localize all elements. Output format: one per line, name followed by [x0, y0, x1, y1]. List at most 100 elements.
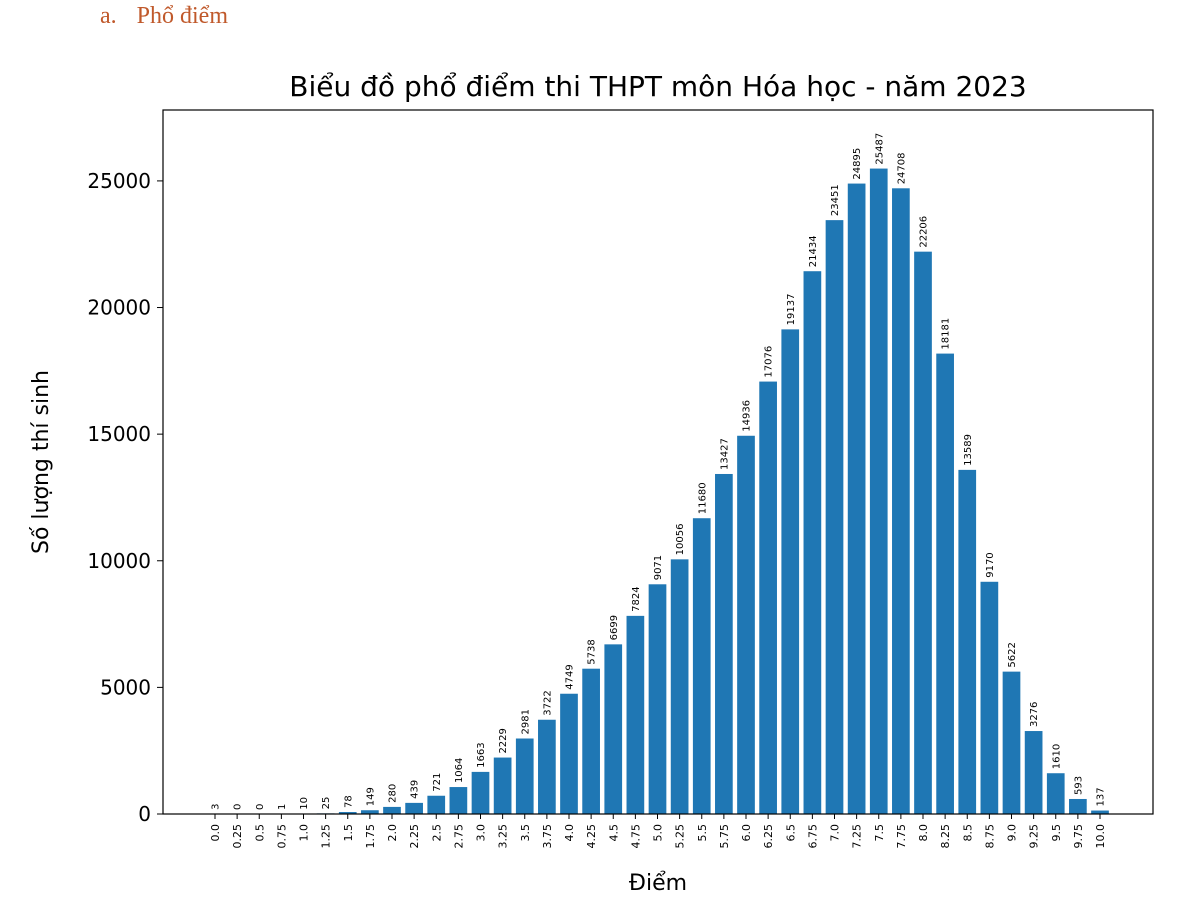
x-tick-label: 7.5: [873, 824, 886, 842]
bar-6.75: [803, 271, 822, 814]
x-tick-label: 0.25: [231, 824, 244, 849]
bar-9.75: [1069, 798, 1087, 814]
bar-3.0: [471, 771, 490, 814]
x-tick-label: 5.75: [718, 824, 731, 849]
bar-2.75: [449, 787, 468, 814]
data-labels-group: 3 0 0 1 10 25 78 149 280 439 721 1064 1663 2229 2981 37…: [211, 133, 1107, 810]
data-label-4.5: 6699: [609, 615, 620, 640]
bar-1.75: [361, 810, 379, 814]
data-label-5.25: 10056: [675, 524, 686, 556]
x-tick-label: 9.25: [1028, 824, 1041, 849]
data-label-10.0: 137: [1096, 787, 1107, 806]
x-tick-label: 2.0: [386, 824, 399, 842]
bar-9.25: [1024, 731, 1043, 814]
x-tick-label: 9.75: [1072, 824, 1085, 849]
bar-6.5: [781, 329, 800, 814]
bar-6.25: [759, 381, 777, 814]
x-tick-label: 1.0: [298, 824, 311, 842]
x-tick-label: 8.5: [961, 824, 974, 842]
data-label-5.5: 11680: [697, 482, 708, 514]
x-ticks-group: 0.0 0.25 0.5 0.75 1.0 1.25 1.5 1.75 2.0 2.25 2.5 2.…: [209, 814, 1107, 849]
y-tick-label: 0: [138, 802, 151, 826]
plot-frame: [162, 109, 1154, 815]
data-label-2.0: 280: [388, 784, 399, 803]
data-label-1.5: 78: [343, 795, 354, 808]
x-tick-label: 1.75: [364, 824, 377, 849]
data-label-0.5: 0: [255, 804, 266, 810]
data-label-5.75: 13427: [719, 438, 730, 470]
x-tick-label: 10.0: [1094, 824, 1107, 849]
data-label-9.0: 5622: [1007, 642, 1018, 667]
x-tick-label: 5.25: [674, 824, 687, 849]
data-label-4.75: 7824: [631, 586, 642, 611]
x-tick-label: 0.5: [253, 824, 266, 842]
bar-9.5: [1046, 773, 1065, 814]
x-tick-label: 7.0: [829, 824, 842, 842]
y-ticks-group: 0 5000 10000 15000 20000 25000: [87, 169, 163, 826]
data-label-7.0: 23451: [830, 184, 841, 216]
x-tick-label: 3.75: [541, 824, 554, 849]
x-tick-label: 6.0: [740, 824, 753, 842]
data-label-7.25: 24895: [852, 148, 863, 180]
data-label-7.75: 24708: [896, 152, 907, 184]
chart-title: Biểu đồ phổ điểm thi THPT môn Hóa học - …: [289, 70, 1026, 103]
x-tick-label: 0.0: [209, 824, 222, 842]
bar-5.25: [670, 559, 689, 814]
x-tick-label: 6.25: [762, 824, 775, 849]
x-tick-label: 6.5: [784, 824, 797, 842]
x-tick-label: 8.25: [939, 824, 952, 849]
data-label-7.5: 25487: [874, 133, 885, 165]
data-label-1.75: 149: [365, 787, 376, 806]
data-label-0.25: 0: [233, 804, 244, 810]
data-label-0.0: 3: [211, 804, 222, 810]
x-tick-label: 4.0: [563, 824, 576, 842]
data-label-0.75: 1: [277, 804, 288, 810]
bar-5.0: [648, 584, 667, 814]
x-tick-label: 8.0: [917, 824, 930, 842]
data-label-9.5: 1610: [1051, 744, 1062, 769]
bar-4.25: [582, 668, 600, 814]
data-label-1.0: 10: [299, 797, 310, 810]
bar-3.25: [493, 757, 512, 814]
x-tick-label: 4.75: [629, 824, 642, 849]
x-tick-label: 0.75: [275, 824, 288, 849]
x-tick-label: 2.5: [430, 824, 443, 842]
data-label-3.75: 3722: [542, 690, 553, 715]
data-label-8.5: 13589: [963, 434, 974, 466]
bar-4.0: [560, 693, 578, 814]
bar-2.0: [383, 806, 401, 814]
y-axis-label: Số lượng thí sinh: [29, 370, 54, 554]
data-label-8.25: 18181: [941, 318, 952, 350]
bar-8.0: [914, 251, 932, 814]
y-tick-label: 20000: [87, 296, 151, 320]
data-label-9.25: 3276: [1029, 702, 1040, 727]
x-tick-label: 2.75: [452, 824, 465, 849]
data-label-2.25: 439: [410, 780, 421, 799]
x-tick-label: 5.0: [652, 824, 665, 842]
data-label-4.0: 4749: [565, 664, 576, 689]
data-label-8.0: 22206: [919, 216, 930, 248]
x-axis-label: Điểm: [629, 871, 687, 896]
data-label-3.5: 2981: [520, 709, 531, 734]
x-tick-label: 7.75: [895, 824, 908, 849]
section-heading: a. Phổ điểm: [100, 3, 228, 30]
y-tick-label: 10000: [87, 549, 151, 573]
data-label-5.0: 9071: [653, 555, 664, 580]
bar-9.0: [1002, 671, 1021, 814]
data-label-6.5: 19137: [786, 294, 797, 326]
bar-3.5: [515, 738, 534, 814]
bar-7.75: [892, 188, 910, 814]
bar-2.25: [405, 802, 423, 814]
data-label-2.75: 1064: [454, 758, 465, 783]
bar-7.0: [825, 220, 844, 815]
section-marker: a.: [100, 3, 117, 29]
y-tick-label: 25000: [87, 169, 151, 193]
data-label-8.75: 9170: [985, 552, 996, 577]
x-tick-label: 9.0: [1006, 824, 1019, 842]
y-tick-label: 5000: [100, 675, 151, 699]
bar-6.0: [737, 435, 755, 814]
bar-4.5: [604, 644, 623, 814]
data-label-2.5: 721: [432, 773, 443, 792]
bar-7.5: [869, 168, 888, 815]
